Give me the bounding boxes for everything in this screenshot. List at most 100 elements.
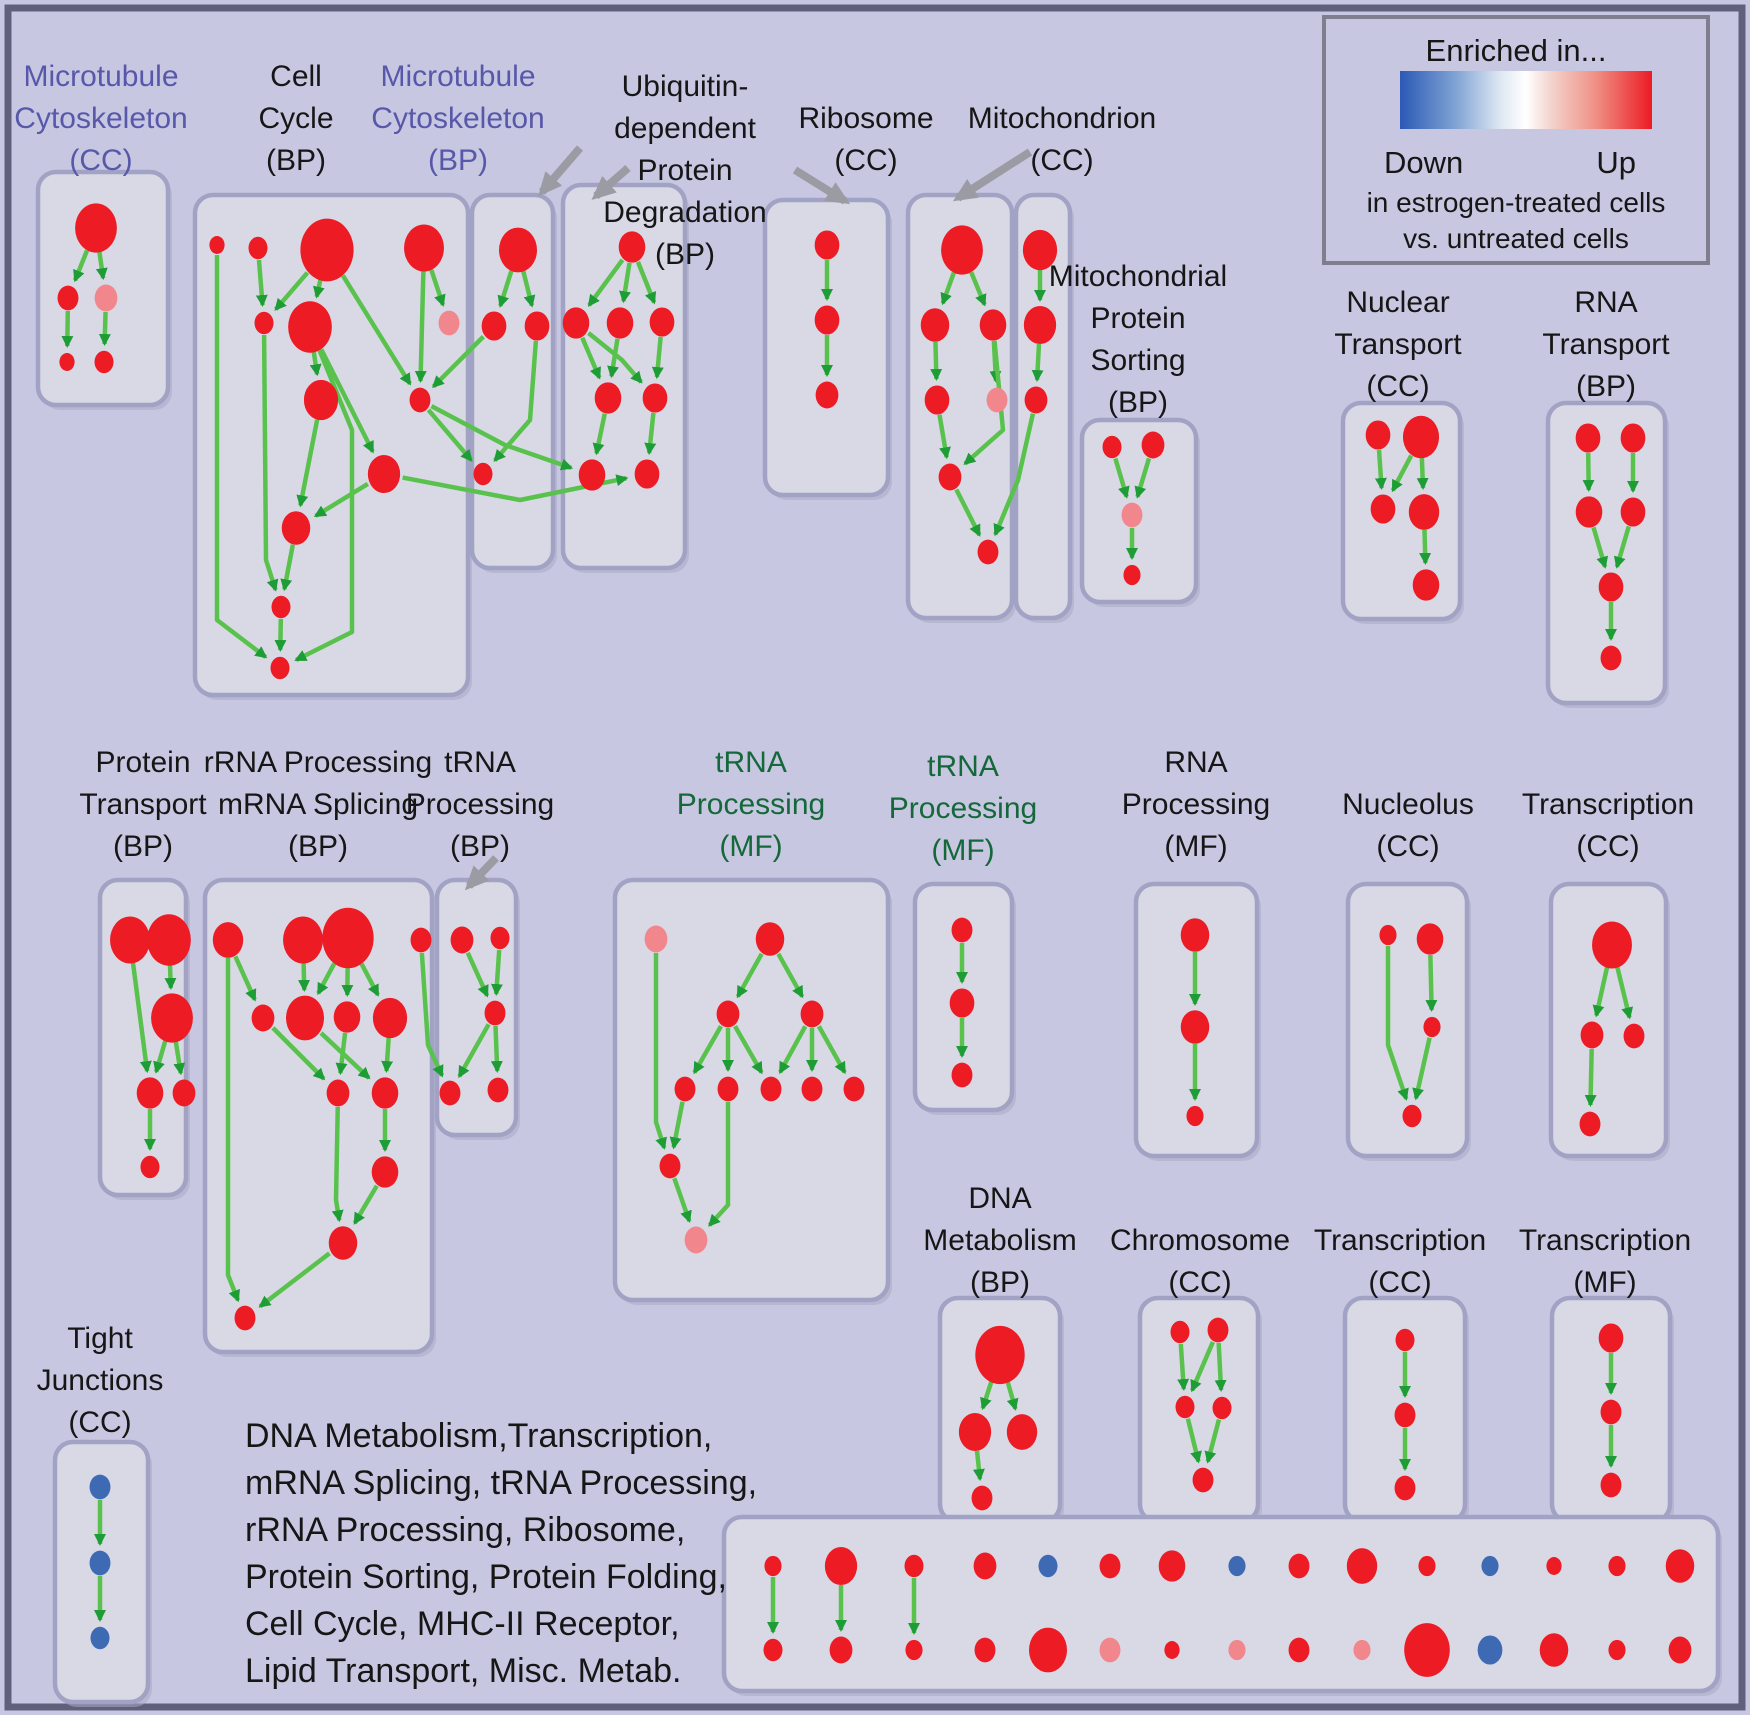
edge-arrow — [359, 962, 380, 997]
go-term-node-ubiquitin-degradation-bp-3 — [649, 307, 675, 337]
edge-arrow — [95, 251, 108, 281]
go-term-node-mitochondrial-protein-sorting-bp-2 — [1121, 502, 1143, 528]
go-term-node-transcription-mf-1 — [1600, 1399, 1622, 1425]
go-term-node-microtubule-cc-1 — [57, 285, 79, 311]
edge-arrow — [1134, 457, 1152, 499]
go-term-node-mitochondrial-protein-sorting-bp-3 — [1123, 564, 1141, 586]
edge-arrow — [1582, 452, 1595, 493]
go-term-node-cell-cycle-bp-8 — [409, 387, 431, 413]
edge-arrow — [619, 262, 632, 304]
edge-arrow — [940, 271, 956, 306]
note-line: Protein Sorting, Protein Folding, — [245, 1558, 727, 1596]
go-term-node-cell-cycle-bp-5 — [288, 301, 332, 353]
go-term-node-rna-processing-mf-0 — [1180, 918, 1210, 952]
strip-node-top-2 — [904, 1554, 924, 1578]
strip-node-bottom-13 — [1608, 1639, 1626, 1661]
edge-arrow — [776, 952, 805, 999]
strip-node-bottom-7 — [1228, 1639, 1246, 1661]
edge-arrow — [497, 270, 514, 308]
strip-node-top-8 — [1288, 1553, 1310, 1579]
edge-arrow — [313, 482, 369, 518]
note-line: mRNA Splicing, tRNA Processing, — [245, 1464, 758, 1502]
go-term-node-ubiquitin-degradation-bp-1 — [562, 307, 590, 339]
cluster-box-rrna-processing-mrna-splicing-bp — [202, 877, 435, 1355]
edge-arrow — [414, 270, 427, 384]
go-term-node-nuclear-transport-cc-1 — [1402, 415, 1440, 459]
edge-arrow — [419, 952, 445, 1078]
go-term-node-ubiquitin-degradation-bp-0 — [618, 231, 646, 263]
go-term-node-transcription-cc-mid-2 — [1623, 1023, 1645, 1049]
strip-node-bottom-3 — [974, 1637, 996, 1663]
edge-arrow — [312, 278, 325, 299]
go-term-node-chromosome-cc-4 — [1192, 1467, 1214, 1493]
go-term-node-rrna-processing-mrna-splicing-bp-11 — [328, 1226, 358, 1260]
edge-arrow — [644, 412, 657, 456]
strip-node-bottom-12 — [1539, 1633, 1569, 1667]
go-term-node-tight-junctions-cc-2 — [90, 1626, 110, 1650]
edge-arrow — [426, 408, 474, 462]
label-rrna-processing-mrna-splicing-bp: rRNA Processing mRNA Splicing (BP) — [204, 746, 432, 863]
strip-node-top-4 — [1038, 1554, 1058, 1578]
label-rna-transport-bp: RNA Transport (BP) — [1542, 286, 1670, 403]
go-term-node-cell-cycle-bp-4 — [254, 311, 274, 335]
edge-arrow — [735, 952, 764, 999]
bottom-strip-box — [721, 1514, 1721, 1694]
edge-arrow — [331, 1106, 344, 1223]
cluster-box-rna-transport-bp — [1545, 400, 1668, 706]
edge-arrow — [298, 962, 311, 993]
go-term-node-trna-processing-mf-large-9 — [659, 1153, 681, 1179]
go-term-node-trna-processing-mf-large-5 — [717, 1076, 739, 1102]
edge-arrow — [963, 340, 1006, 466]
legend-subtitle-line2: vs. untreated cells — [1403, 223, 1629, 254]
edge-arrow — [258, 1251, 331, 1309]
label-pointer-arrow-1 — [591, 164, 631, 200]
edge-arrow — [937, 414, 951, 460]
go-term-node-rna-processing-mf-2 — [1186, 1105, 1204, 1127]
go-term-node-dna-metabolism-bp-2 — [1006, 1414, 1038, 1450]
go-term-node-chromosome-cc-2 — [1175, 1395, 1195, 1419]
go-term-node-trna-processing-mf-large-1 — [755, 922, 785, 956]
go-term-node-mitochondrion-cc-0 — [1022, 229, 1058, 271]
note-line: Lipid Transport, Misc. Metab. — [245, 1652, 682, 1690]
cluster-box-trna-processing-mf-large — [612, 877, 891, 1303]
go-term-node-rrna-processing-mrna-splicing-bp-7 — [372, 997, 408, 1039]
strip-node-top-10 — [1418, 1555, 1436, 1577]
note-line: Cell Cycle, MHC-II Receptor, — [245, 1605, 680, 1643]
go-term-node-rna-transport-bp-5 — [1600, 645, 1622, 671]
go-term-node-rrna-processing-mrna-splicing-bp-1 — [283, 916, 323, 964]
edge-arrow — [130, 962, 152, 1074]
edge-arrow — [1416, 457, 1429, 491]
go-term-node-transcription-cc-bottom-2 — [1394, 1475, 1416, 1501]
go-term-node-trna-processing-mf-small-0 — [951, 917, 973, 943]
go-term-node-dna-metabolism-bp-3 — [971, 1485, 993, 1511]
edge-arrow — [173, 1041, 186, 1076]
label-tight-junctions-cc: Tight Junctions (CC) — [37, 1322, 164, 1439]
label-microtubule-cytoskeleton-bp: Microtubule Cytoskeleton (BP) — [371, 60, 544, 177]
edge-arrow — [1592, 966, 1610, 1018]
label-chromosome-cc: Chromosome (CC) — [1110, 1224, 1290, 1299]
edge-arrow — [930, 341, 943, 382]
go-term-node-rna-transport-bp-3 — [1620, 497, 1646, 527]
edge-arrow — [430, 404, 574, 471]
go-term-node-nucleolus-cc-3 — [1402, 1104, 1422, 1128]
strip-node-top-9 — [1346, 1548, 1378, 1584]
strip-node-top-12 — [1546, 1557, 1562, 1575]
go-term-node-ubiquitin-degradation-bp-2 — [606, 307, 634, 339]
edge-arrow — [490, 949, 503, 997]
go-term-node-mitochondrial-protein-sorting-bp-0 — [1102, 435, 1122, 459]
strip-node-bottom-14 — [1668, 1636, 1692, 1664]
go-term-node-tight-junctions-cc-1 — [89, 1550, 111, 1576]
go-term-node-chromosome-cc-0 — [1170, 1320, 1190, 1344]
go-term-node-protein-transport-bp-2 — [151, 993, 193, 1043]
legend-subtitle-line1: in estrogen-treated cells — [1366, 187, 1666, 218]
go-term-node-chromosome-cc-1 — [1207, 1317, 1229, 1343]
go-term-node-trna-processing-bp-4 — [487, 1077, 509, 1103]
cluster-box-nuclear-transport-cc — [1340, 400, 1463, 622]
go-term-node-ubiquitin-degradation-bp-7 — [634, 459, 660, 489]
edge-arrow — [465, 951, 490, 998]
go-term-node-transcription-mf-2 — [1600, 1472, 1622, 1498]
go-term-node-rrna-processing-mrna-splicing-bp-6 — [333, 1001, 361, 1033]
legend-down-label: Down — [1384, 145, 1464, 180]
go-term-node-trna-processing-mf-small-2 — [951, 1062, 973, 1088]
label-trna-processing-mf-2: tRNA Processing (MF) — [889, 750, 1037, 867]
